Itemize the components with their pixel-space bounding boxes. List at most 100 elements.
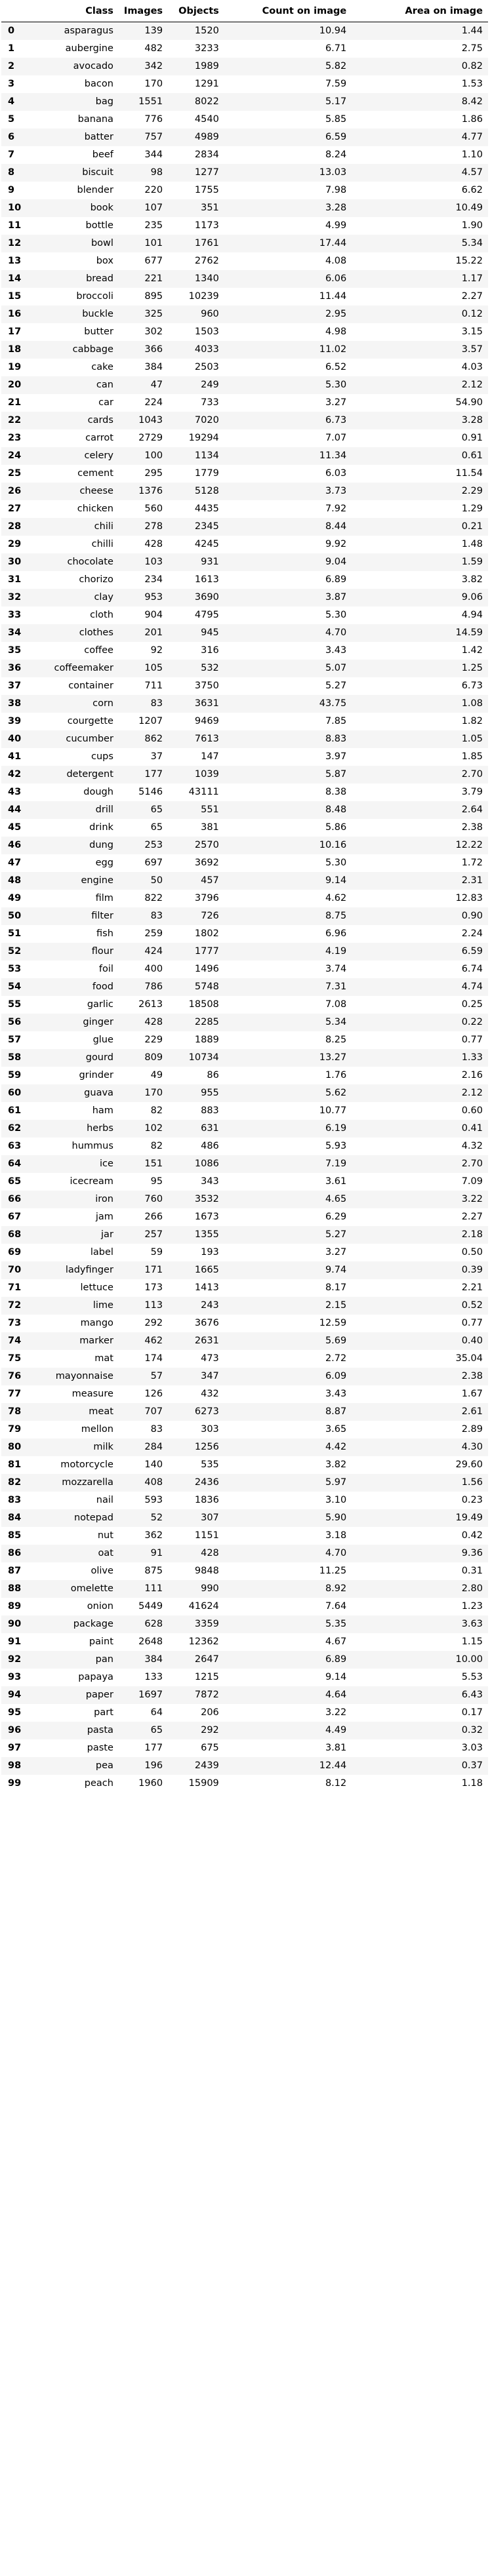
area-cell: 3.03 [461,1743,483,1753]
class-cell: dough [83,787,113,797]
area-cell: 1.33 [461,1052,483,1063]
images-cell: 83 [150,911,163,921]
table-row: 45 drink 65 381 5.86 2.38 [1,819,488,837]
area-cell: 1.90 [461,220,483,231]
images-cell: 400 [144,964,163,974]
count-cell: 5.35 [325,1619,347,1629]
count-cell: 3.74 [325,964,347,974]
area-cell: 0.60 [461,1105,483,1116]
count-cell: 5.17 [325,96,347,107]
images-cell: 170 [144,79,163,89]
objects-cell: 7020 [194,415,219,426]
count-cell: 3.73 [325,486,347,496]
objects-cell: 1413 [194,1282,219,1293]
objects-cell: 2345 [194,521,219,532]
table-row: 7 beef 344 2834 8.24 1.10 [1,146,488,164]
count-cell: 8.12 [325,1778,347,1789]
row-index: 92 [8,1654,22,1665]
row-index: 7 [8,149,15,160]
images-cell: 266 [144,1212,163,1222]
objects-cell: 3532 [194,1194,219,1204]
images-cell: 822 [144,893,163,903]
header-area-on-image: Area on image [352,1,488,22]
table-row: 3 bacon 170 1291 7.59 1.53 [1,75,488,93]
class-cell: bowl [91,238,113,248]
count-cell: 13.03 [319,167,347,178]
area-cell: 12.83 [455,893,483,903]
class-cell: coffee [84,645,113,656]
area-cell: 2.64 [461,804,483,815]
images-cell: 83 [150,1424,163,1435]
area-cell: 2.80 [461,1583,483,1594]
count-cell: 8.25 [325,1035,347,1045]
count-cell: 9.14 [325,875,347,886]
area-cell: 1.25 [461,663,483,673]
images-cell: 57 [150,1371,163,1381]
count-cell: 8.92 [325,1583,347,1594]
table-row: 91 paint 2648 12362 4.67 1.15 [1,1633,488,1651]
images-cell: 177 [144,1743,163,1753]
table-row: 92 pan 384 2647 6.89 10.00 [1,1651,488,1669]
objects-cell: 3690 [194,592,219,603]
row-index: 85 [8,1530,22,1541]
class-cell: mango [80,1318,113,1328]
objects-cell: 945 [201,627,219,638]
count-cell: 10.16 [319,840,347,850]
row-index: 62 [8,1123,22,1134]
area-cell: 1.10 [461,149,483,160]
count-cell: 8.44 [325,521,347,532]
area-cell: 0.12 [461,309,483,319]
count-cell: 3.27 [325,1247,347,1258]
table-row: 61 ham 82 883 10.77 0.60 [1,1102,488,1120]
row-index: 37 [8,681,22,691]
count-cell: 4.70 [325,1548,347,1558]
images-cell: 462 [144,1336,163,1346]
class-cell: corn [92,698,113,709]
area-cell: 6.74 [461,964,483,974]
count-cell: 8.75 [325,911,347,921]
images-cell: 953 [144,592,163,603]
images-cell: 292 [144,1318,163,1328]
count-cell: 9.04 [325,557,347,567]
objects-cell: 3359 [194,1619,219,1629]
objects-cell: 726 [201,911,219,921]
count-cell: 8.48 [325,804,347,815]
table-row: 20 can 47 249 5.30 2.12 [1,376,488,394]
table-row: 6 batter 757 4989 6.59 4.77 [1,129,488,146]
table-row: 88 omelette 111 990 8.92 2.80 [1,1580,488,1598]
class-cell: part [94,1707,113,1718]
area-cell: 0.42 [461,1530,483,1541]
objects-cell: 343 [201,1176,219,1187]
row-index: 91 [8,1636,22,1647]
count-cell: 12.59 [319,1318,347,1328]
row-index: 51 [8,928,22,939]
row-index: 96 [8,1725,22,1735]
images-cell: 2648 [138,1636,163,1647]
count-cell: 5.85 [325,114,347,125]
images-cell: 220 [144,185,163,195]
table-row: 69 label 59 193 3.27 0.50 [1,1244,488,1261]
table-row: 77 measure 126 432 3.43 1.67 [1,1385,488,1403]
row-index: 30 [8,557,22,567]
row-index: 71 [8,1282,22,1293]
images-cell: 904 [144,610,163,620]
images-cell: 366 [144,344,163,355]
count-cell: 43.75 [319,698,347,709]
images-cell: 628 [144,1619,163,1629]
images-cell: 428 [144,1017,163,1027]
area-cell: 4.77 [461,132,483,142]
row-index: 41 [8,751,22,762]
row-index: 1 [8,43,15,54]
table-row: 66 iron 760 3532 4.65 3.22 [1,1191,488,1208]
objects-cell: 9848 [194,1566,219,1576]
row-index: 43 [8,787,22,797]
row-index: 73 [8,1318,22,1328]
table-row: 12 bowl 101 1761 17.44 5.34 [1,235,488,252]
class-cell: broccoli [76,291,113,302]
row-index: 53 [8,964,22,974]
row-index: 5 [8,114,15,125]
row-index: 18 [8,344,22,355]
area-cell: 15.22 [455,256,483,266]
class-cell: coffeemaker [54,663,113,673]
row-index: 95 [8,1707,22,1718]
